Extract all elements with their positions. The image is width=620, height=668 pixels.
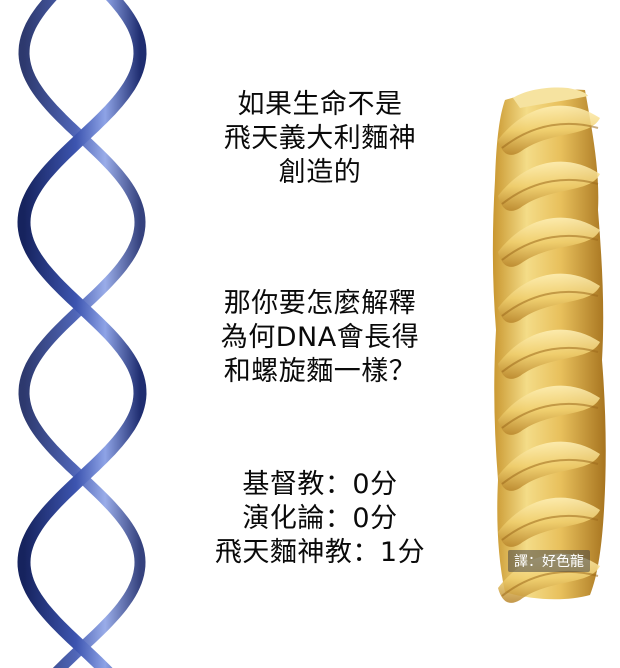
dna-double-helix-icon (17, 0, 147, 668)
pasta-shadow-line (501, 178, 599, 205)
question-line: 飛天義大利麵神 (223, 123, 417, 154)
pasta-ridge (498, 441, 600, 491)
pasta-shadow-line (501, 290, 599, 317)
challenge-line: 那你要怎麼解釋 (223, 288, 417, 319)
pasta-shadow-line (501, 402, 599, 429)
pasta-shadow-line (501, 122, 599, 149)
dna-strand-front (17, 0, 147, 668)
translator-credit: 譯：好色龍 (508, 550, 590, 572)
pasta-tip (513, 87, 588, 108)
fusilli-pasta-icon (492, 87, 606, 603)
challenge-line: 為何DNA會長得 (220, 322, 420, 353)
pasta-ridge (498, 329, 600, 379)
dna-strand-back (18, 0, 146, 668)
score-line: 基督教：0分 (242, 469, 398, 500)
question-text: 如果生命不是 飛天義大利麵神 創造的 (160, 88, 480, 190)
pasta-shadow-line (501, 346, 599, 373)
pasta-ridge (498, 273, 600, 323)
pasta-shadow-line (501, 570, 599, 597)
pasta-ridge (498, 385, 600, 435)
challenge-text: 那你要怎麼解釋 為何DNA會長得 和螺旋麵一樣？ (160, 287, 480, 389)
question-line: 如果生命不是 (237, 89, 403, 120)
pasta-shadow-line (501, 458, 599, 485)
challenge-line: 和螺旋麵一樣？ (223, 356, 417, 387)
pasta-ridge (498, 217, 600, 267)
pasta-ridge (498, 105, 600, 155)
question-line: 創造的 (278, 157, 362, 188)
pasta-shadow-line (501, 514, 599, 541)
pasta-ridge (498, 161, 600, 211)
score-line: 演化論：0分 (242, 503, 398, 534)
pasta-shadow-line (501, 234, 599, 261)
pasta-ridge (498, 497, 600, 547)
score-text: 基督教：0分 演化論：0分 飛天麵神教：1分 (160, 468, 480, 570)
score-line: 飛天麵神教：1分 (214, 537, 426, 568)
